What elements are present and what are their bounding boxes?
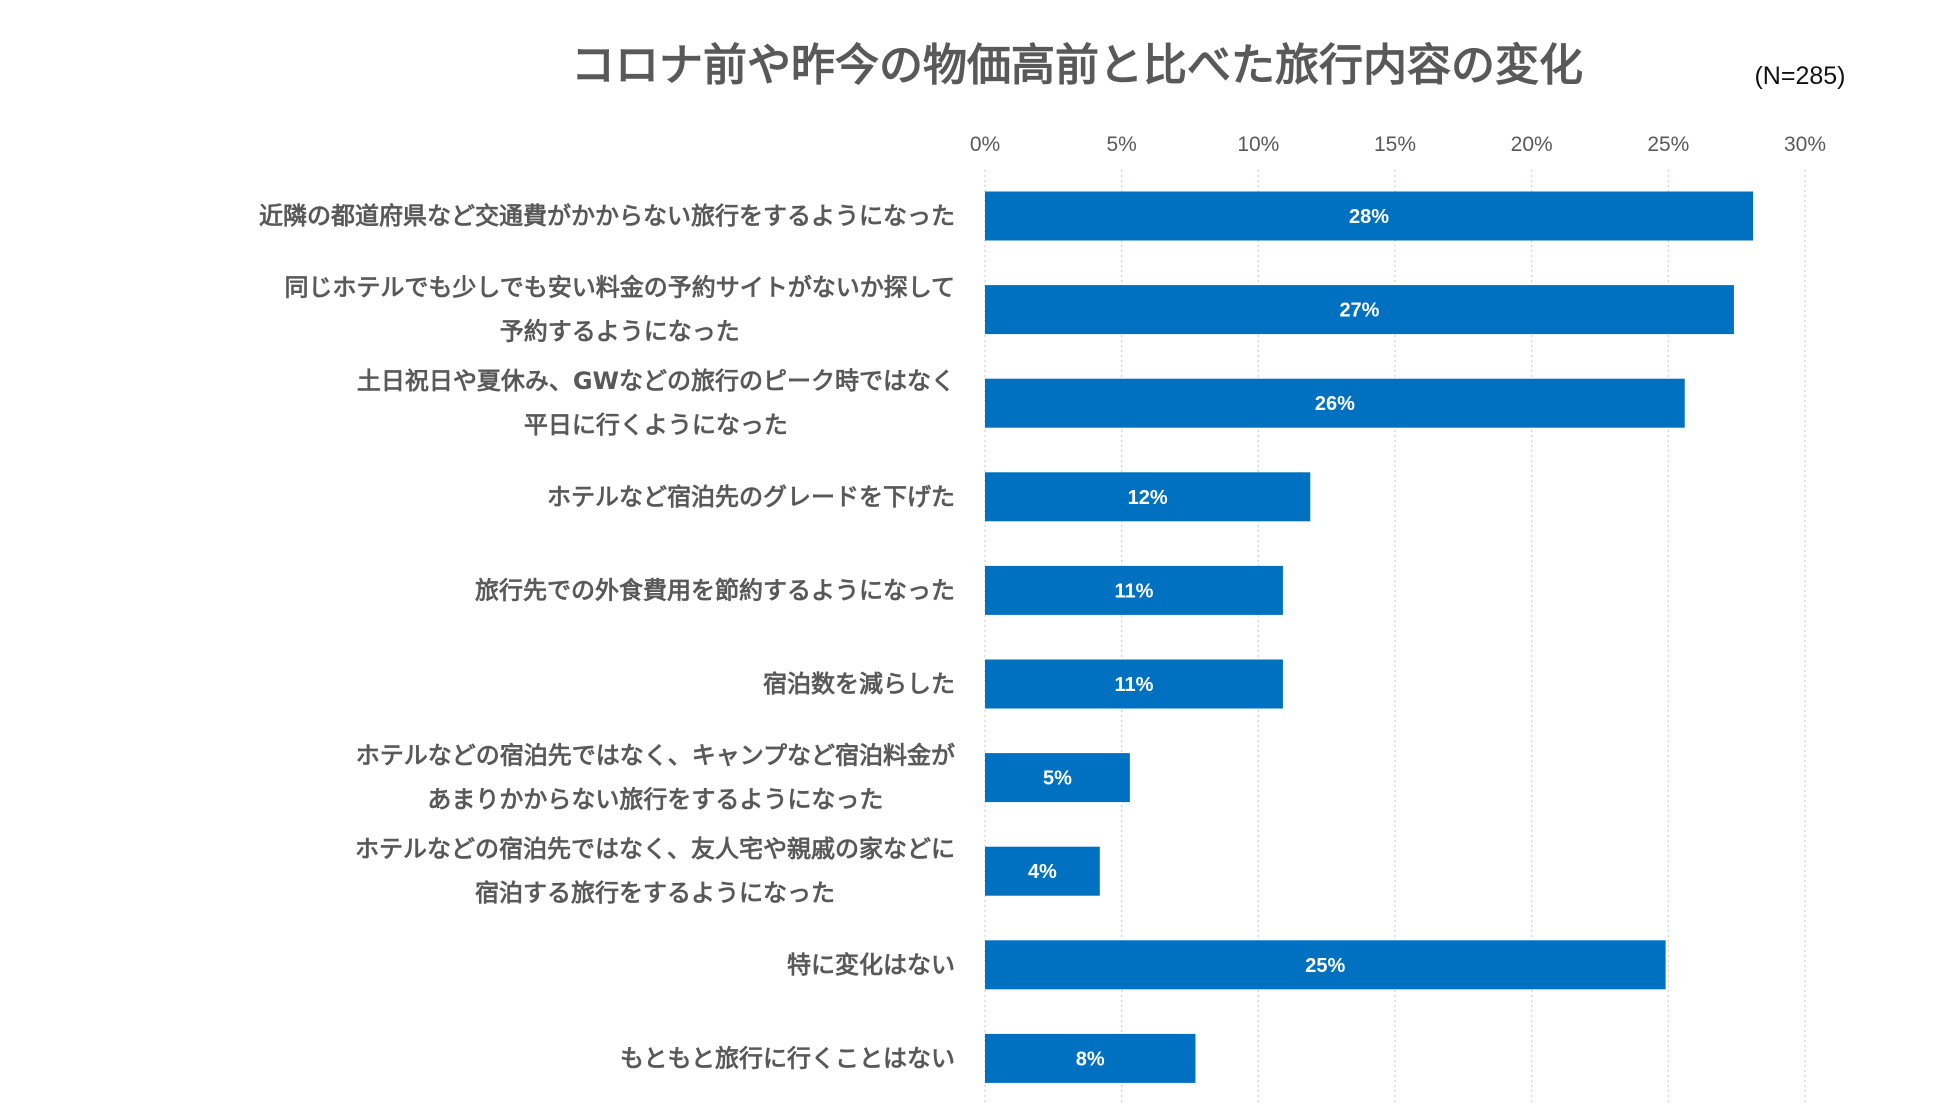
data-label: 26% <box>1315 393 1355 415</box>
category-label: 特に変化はない <box>787 951 955 979</box>
chart-title: コロナ前や昨今の物価高前と比べた旅行内容の変化 <box>571 40 1583 91</box>
category-label: あまりかからない旅行をするようになった <box>427 786 883 814</box>
data-label: 12% <box>1128 487 1168 509</box>
bar <box>985 940 1666 990</box>
bar <box>985 191 1754 241</box>
bar <box>985 378 1685 428</box>
x-tick-label: 30% <box>1784 133 1826 156</box>
x-tick-label: 25% <box>1647 133 1689 156</box>
bar <box>985 1033 1196 1083</box>
data-label: 11% <box>1114 580 1153 602</box>
x-tick-label: 20% <box>1511 133 1553 156</box>
bar <box>985 846 1100 896</box>
x-tick-label: 10% <box>1237 133 1279 156</box>
data-label: 25% <box>1305 955 1345 977</box>
sample-size-note: (N=285) <box>1754 62 1845 90</box>
data-label: 8% <box>1076 1048 1105 1070</box>
data-label: 4% <box>1028 861 1057 883</box>
category-label: ホテルなどの宿泊先ではなく、キャンプなど宿泊料金が <box>356 742 955 770</box>
data-labels: 28% 27% 26% 12% 11% 11% 5% 4% 25% 8% <box>1028 206 1389 1070</box>
x-tick-label: 5% <box>1106 133 1136 156</box>
category-labels: 近隣の都道府県など交通費がかからない旅行をするようになった同じホテルでも少しでも… <box>259 202 955 1072</box>
category-label: もともと旅行に行くことはない <box>620 1044 955 1072</box>
category-label: 宿泊数を減らした <box>763 670 955 698</box>
category-label: ホテルなど宿泊先のグレードを下げた <box>547 483 955 511</box>
category-label: 同じホテルでも少しでも安い料金の予約サイトがないか探して <box>284 274 955 302</box>
data-label: 28% <box>1349 206 1389 228</box>
category-label: 近隣の都道府県など交通費がかからない旅行をするようになった <box>259 202 955 230</box>
x-tick-label: 15% <box>1374 133 1416 156</box>
category-label: 宿泊する旅行をするようになった <box>475 879 835 907</box>
bar <box>985 565 1283 615</box>
bar <box>985 285 1734 335</box>
category-label: 土日祝日や夏休み、GWなどの旅行のピーク時ではなく <box>357 367 955 395</box>
data-label: 27% <box>1339 300 1379 322</box>
category-label: ホテルなどの宿泊先ではなく、友人宅や親戚の家などに <box>355 835 955 863</box>
x-axis-ticks: 0% 5% 10% 15% 20% 25% 30% <box>970 133 1826 156</box>
bar <box>985 753 1130 803</box>
category-label: 旅行先での外食費用を節約するようになった <box>475 576 955 604</box>
bars <box>985 191 1754 1083</box>
category-label: 平日に行くようになった <box>524 411 788 439</box>
bar <box>985 472 1311 522</box>
data-label: 11% <box>1114 674 1153 696</box>
category-label: 予約するようになった <box>500 318 740 346</box>
x-tick-label: 0% <box>970 133 1000 156</box>
data-label: 5% <box>1043 768 1072 790</box>
bar <box>985 659 1283 709</box>
